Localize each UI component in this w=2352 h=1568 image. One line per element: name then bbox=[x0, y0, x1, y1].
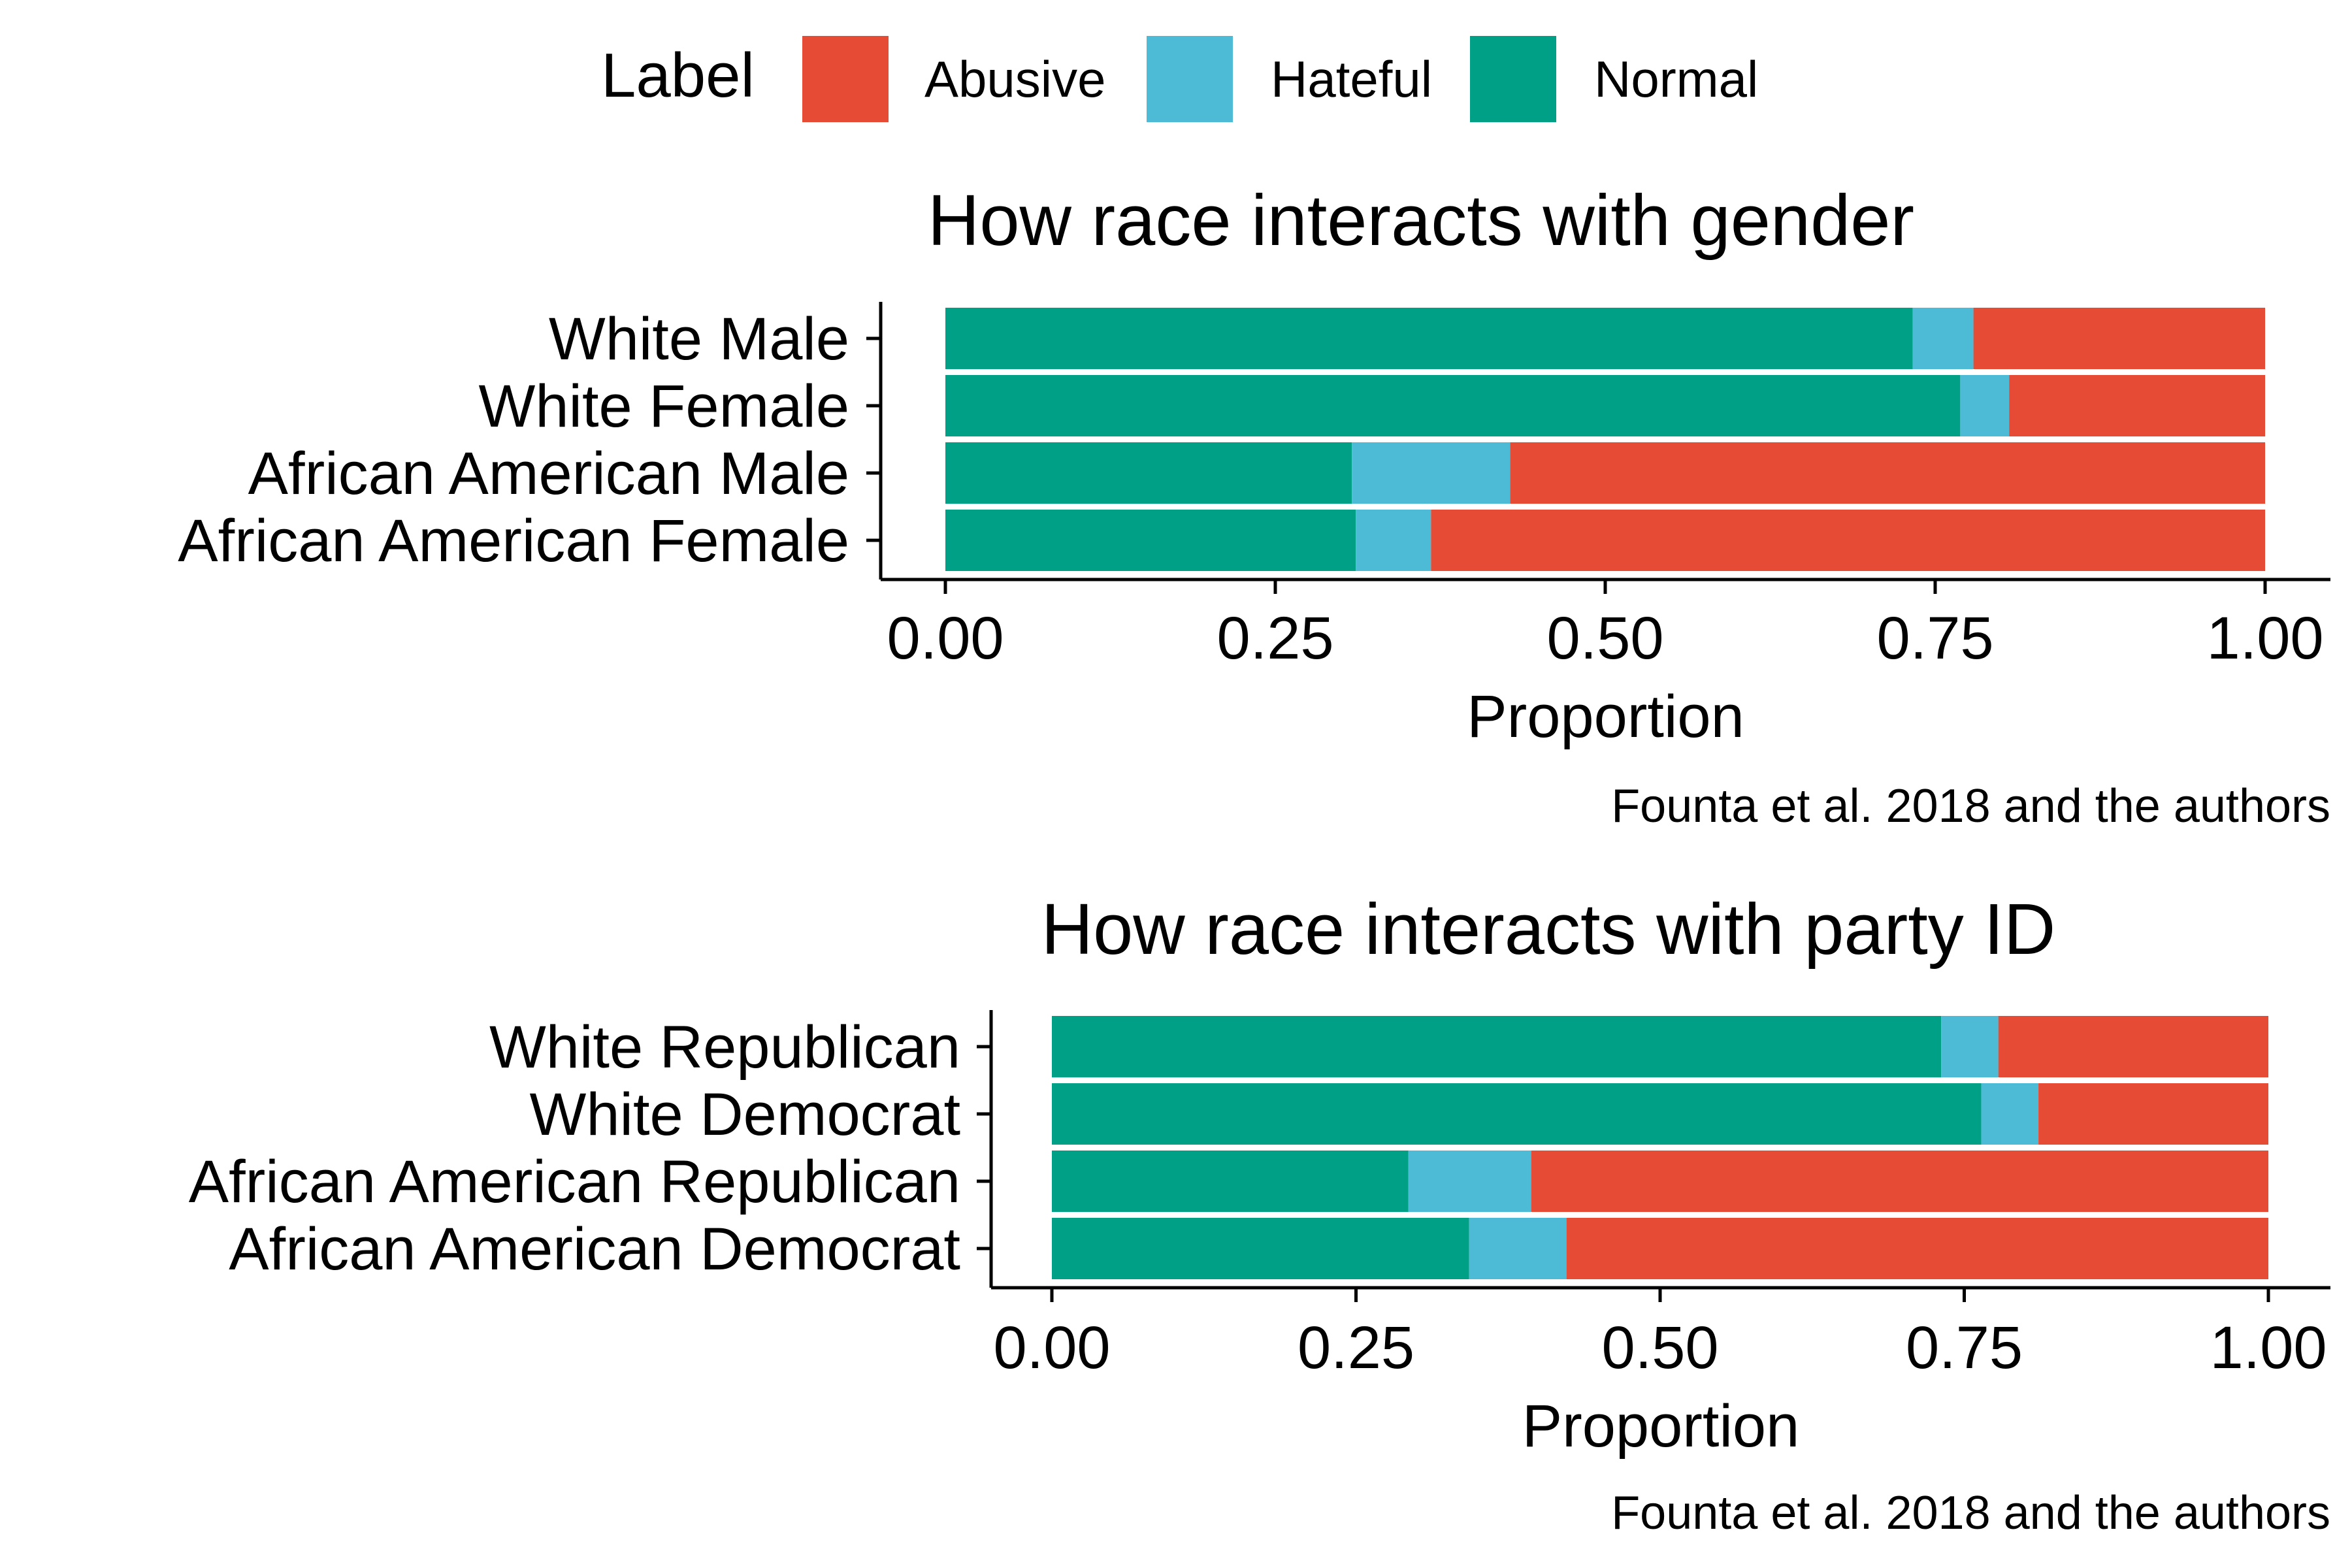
bar-african-american-female-abusive bbox=[1431, 510, 2265, 571]
bar-white-republican-normal bbox=[1052, 1016, 1942, 1077]
legend-title: Label bbox=[601, 41, 755, 110]
bar-white-republican-abusive bbox=[1998, 1016, 2268, 1077]
x-tick-label: 0.50 bbox=[1601, 1315, 1718, 1381]
bar-white-democrat-abusive bbox=[2038, 1083, 2268, 1145]
y-tick-label-white-democrat: White Democrat bbox=[530, 1081, 961, 1148]
y-tick-label-african-american-male: African American Male bbox=[248, 440, 849, 507]
bar-african-american-republican-hateful bbox=[1408, 1151, 1531, 1212]
bar-white-democrat-hateful bbox=[1981, 1083, 2039, 1145]
bar-white-male-abusive bbox=[1973, 308, 2265, 369]
legend-label-hateful: Hateful bbox=[1271, 50, 1432, 108]
bar-white-democrat-normal bbox=[1052, 1083, 1982, 1145]
bar-white-male-hateful bbox=[1912, 308, 1974, 369]
y-tick-label-african-american-republican: African American Republican bbox=[189, 1149, 960, 1215]
legend-key-abusive bbox=[802, 36, 889, 122]
x-axis-label: Proportion bbox=[1467, 683, 1744, 750]
chart-title: How race interacts with party ID bbox=[1041, 889, 2056, 970]
caption: Founta et al. 2018 and the authors bbox=[1611, 1487, 2330, 1539]
legend-label-abusive: Abusive bbox=[924, 50, 1106, 108]
x-tick-label: 0.50 bbox=[1546, 605, 1663, 672]
bar-african-american-democrat-normal bbox=[1052, 1218, 1469, 1279]
caption: Founta et al. 2018 and the authors bbox=[1611, 780, 2330, 832]
x-tick-label: 0.00 bbox=[887, 605, 1004, 672]
bar-african-american-republican-abusive bbox=[1531, 1151, 2268, 1212]
y-tick-label-white-female: White Female bbox=[479, 373, 850, 440]
bar-white-female-hateful bbox=[1960, 375, 2010, 436]
bar-white-male-normal bbox=[945, 308, 1913, 369]
y-tick-label-african-american-democrat: African American Democrat bbox=[229, 1216, 960, 1282]
x-axis-label: Proportion bbox=[1522, 1393, 1799, 1460]
bar-african-american-male-normal bbox=[945, 442, 1352, 504]
legend-key-hateful bbox=[1147, 36, 1233, 122]
legend: Label Abusive Hateful Normal bbox=[601, 36, 1758, 122]
legend-key-normal bbox=[1470, 36, 1556, 122]
chart-panel-gender: How race interacts with gender White Male… bbox=[178, 180, 2330, 832]
bar-african-american-male-hateful bbox=[1352, 442, 1511, 504]
y-tick-label-white-republican: White Republican bbox=[489, 1014, 960, 1081]
x-tick-label: 0.75 bbox=[1876, 605, 1993, 672]
chart-title: How race interacts with gender bbox=[928, 180, 1914, 261]
x-tick-label: 0.25 bbox=[1217, 605, 1333, 672]
bar-african-american-republican-normal bbox=[1052, 1151, 1409, 1212]
bar-white-republican-hateful bbox=[1941, 1016, 1999, 1077]
x-tick-label: 0.25 bbox=[1298, 1315, 1414, 1381]
bar-white-female-normal bbox=[945, 375, 1961, 436]
bar-white-female-abusive bbox=[2009, 375, 2265, 436]
bar-african-american-female-normal bbox=[945, 510, 1356, 571]
bar-african-american-female-hateful bbox=[1356, 510, 1431, 571]
x-tick-label: 1.00 bbox=[2206, 605, 2323, 672]
legend-label-normal: Normal bbox=[1594, 50, 1758, 108]
x-tick-label: 0.00 bbox=[993, 1315, 1110, 1381]
bar-african-american-male-abusive bbox=[1510, 442, 2265, 504]
y-tick-label-african-american-female: African American Female bbox=[178, 508, 849, 574]
bar-african-american-democrat-hateful bbox=[1469, 1218, 1567, 1279]
x-tick-label: 0.75 bbox=[1906, 1315, 2023, 1381]
y-tick-label-white-male: White Male bbox=[549, 306, 849, 372]
chart-panel-party-id: How race interacts with party ID White Re… bbox=[189, 889, 2330, 1539]
bar-african-american-democrat-abusive bbox=[1566, 1218, 2268, 1279]
x-tick-label: 1.00 bbox=[2210, 1315, 2327, 1381]
